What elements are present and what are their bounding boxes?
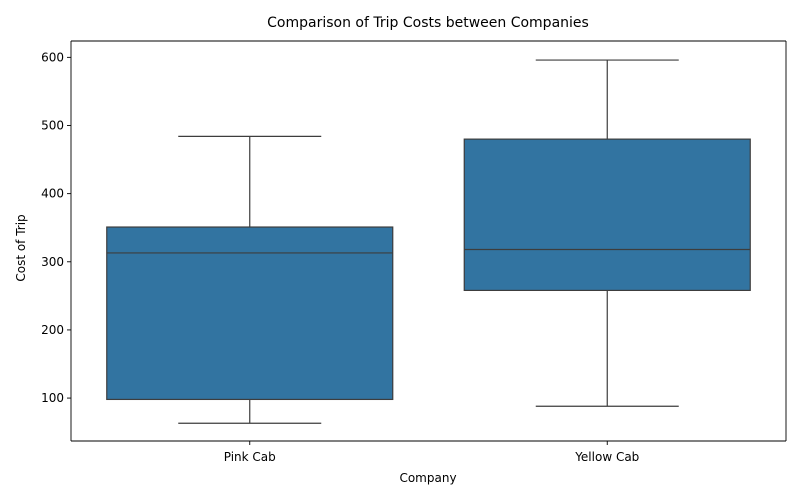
y-axis-label: Cost of Trip bbox=[14, 214, 28, 281]
y-tick-label: 200 bbox=[41, 323, 64, 337]
y-tick-label: 500 bbox=[41, 118, 64, 132]
chart-title: Comparison of Trip Costs between Compani… bbox=[267, 15, 589, 31]
plot-area: 100 200 300 400 500 600 Pink Cab Yellow Cab bbox=[41, 40, 787, 464]
box-pink-cab bbox=[106, 226, 394, 401]
x-tick-label: Pink Cab bbox=[224, 450, 276, 464]
y-tick-label: 600 bbox=[41, 50, 64, 64]
y-tick-label: 300 bbox=[41, 255, 64, 269]
y-tick-label: 400 bbox=[41, 187, 64, 201]
x-axis-label: Company bbox=[399, 471, 456, 485]
x-tick-label: Yellow Cab bbox=[574, 450, 639, 464]
box-yellow-cab bbox=[463, 138, 751, 292]
y-tick-label: 100 bbox=[41, 391, 64, 405]
